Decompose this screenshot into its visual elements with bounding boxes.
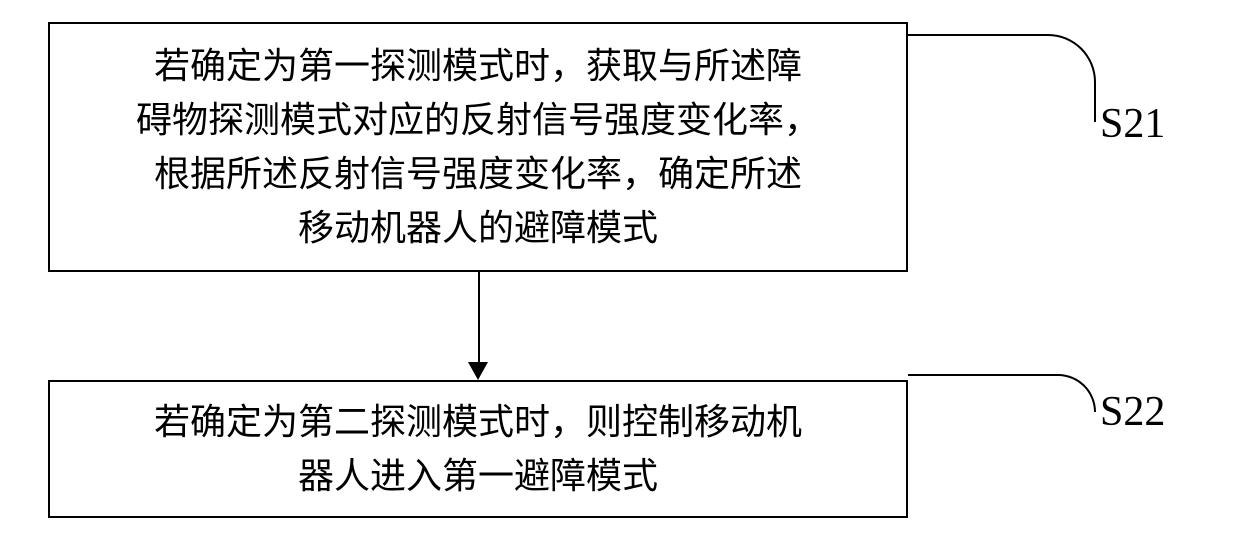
arrow-head-icon [468,362,488,380]
flow-box-s22-text: 若确定为第二探测模式时，则控制移动机 器人进入第一避障模式 [154,395,802,503]
flow-box-s21-text: 若确定为第一探测模式时，获取与所述障 碍物探测模式对应的反射信号强度变化率， 根… [136,39,820,255]
step-label-s22: S22 [1100,388,1165,436]
connector-s22 [908,374,1096,412]
flow-box-s21: 若确定为第一探测模式时，获取与所述障 碍物探测模式对应的反射信号强度变化率， 根… [48,22,908,272]
flow-box-s22: 若确定为第二探测模式时，则控制移动机 器人进入第一避障模式 [48,380,908,518]
step-label-s21: S21 [1100,100,1165,148]
arrow-line [478,272,480,362]
connector-s21 [908,34,1096,122]
diagram-canvas: 若确定为第一探测模式时，获取与所述障 碍物探测模式对应的反射信号强度变化率， 根… [0,0,1240,550]
